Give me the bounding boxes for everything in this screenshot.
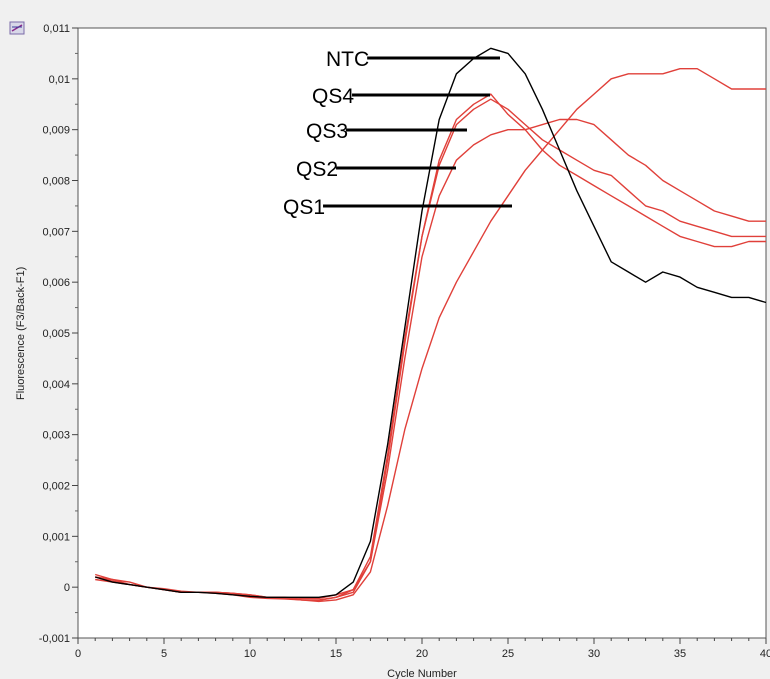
x-tick-label: 15 bbox=[330, 648, 342, 660]
x-tick-label: 0 bbox=[75, 648, 81, 660]
y-axis-title: Fluorescence (F3/Back-F1) bbox=[15, 267, 27, 400]
series-line-ntc bbox=[95, 47, 767, 598]
x-axis: 0 5 10 15 20 25 30 35 40 bbox=[75, 638, 770, 660]
y-tick-label: 0,003 bbox=[42, 430, 70, 442]
y-axis: -0,001 0 0,001 0,002 0,003 0,004 0,005 0,006 0,0… bbox=[39, 23, 78, 645]
x-tick-label: 30 bbox=[588, 648, 600, 660]
y-tick-label: 0,008 bbox=[42, 176, 70, 188]
x-axis-title: Cycle Number bbox=[387, 668, 457, 679]
y-tick-label: 0,007 bbox=[42, 226, 70, 238]
y-tick-label: 0,001 bbox=[42, 531, 70, 543]
x-tick-label: 25 bbox=[502, 648, 514, 660]
y-tick-label: -0,001 bbox=[39, 633, 70, 645]
x-tick-label: 10 bbox=[244, 648, 256, 660]
callout-label-qs3: QS3 bbox=[306, 120, 348, 143]
callout-label-ntc: NTC bbox=[326, 48, 369, 71]
x-tick-label: 35 bbox=[674, 648, 686, 660]
y-tick-label: 0,005 bbox=[42, 328, 70, 340]
y-tick-label: 0,01 bbox=[49, 74, 70, 86]
callout-layer: NTC QS4 QS3 QS2 QS1 bbox=[283, 48, 512, 219]
y-tick-label: 0,004 bbox=[42, 379, 70, 391]
window-icon[interactable] bbox=[9, 21, 25, 35]
callout-label-qs4: QS4 bbox=[312, 85, 354, 108]
callout-label-qs1: QS1 bbox=[283, 196, 325, 219]
series-layer bbox=[95, 47, 767, 603]
y-tick-label: 0,011 bbox=[43, 23, 70, 35]
y-tick-label: 0,002 bbox=[42, 481, 70, 493]
y-tick-label: 0,006 bbox=[42, 277, 70, 289]
plot-area bbox=[77, 27, 767, 639]
y-tick-label: 0,009 bbox=[42, 125, 70, 137]
x-tick-label: 5 bbox=[161, 648, 167, 660]
x-tick-label: 40 bbox=[760, 648, 770, 660]
y-tick-label: 0 bbox=[64, 582, 70, 594]
callout-label-qs2: QS2 bbox=[296, 158, 338, 181]
x-tick-label: 20 bbox=[416, 648, 428, 660]
